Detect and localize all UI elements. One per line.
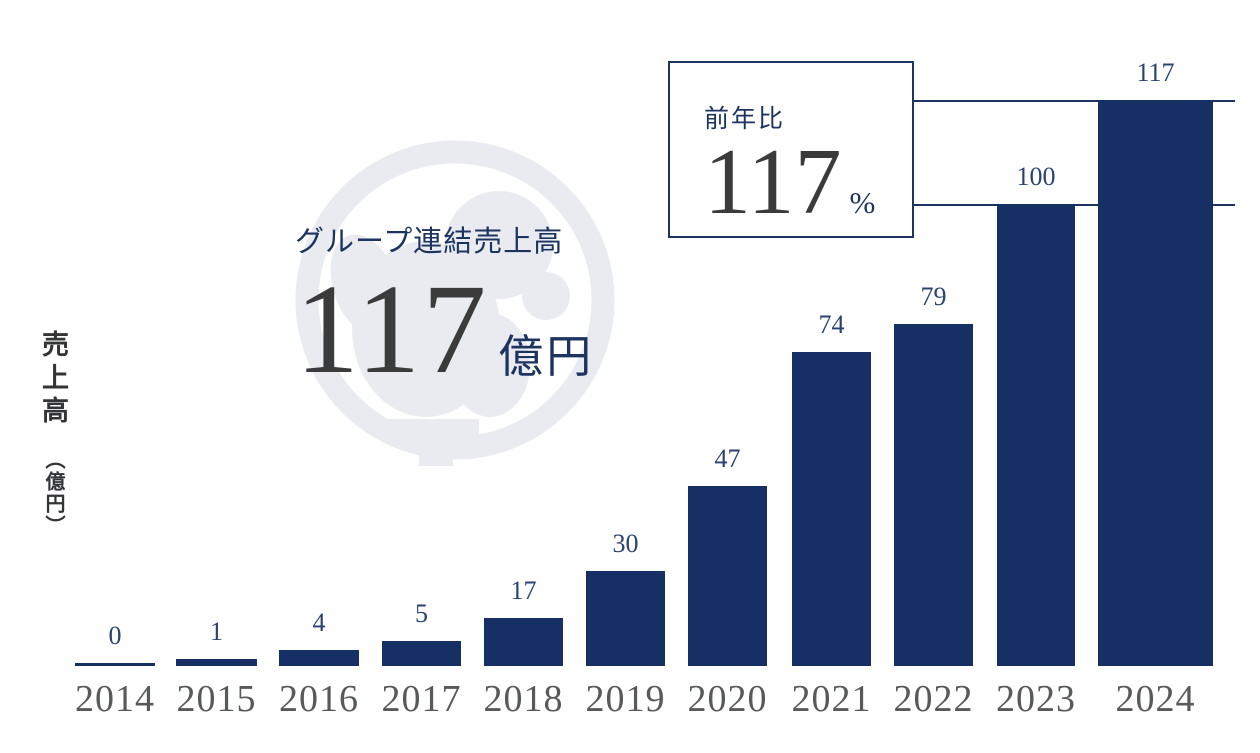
- yoy-callout-box: 前年比 117 %: [668, 61, 914, 238]
- bar-value-2016: 4: [312, 608, 326, 637]
- year-label-2014: 2014: [75, 678, 155, 720]
- reference-line-117: [913, 100, 1235, 102]
- headline-title: グループ連結売上高: [295, 226, 564, 258]
- y-axis-title: 売上高 （億円）: [34, 330, 73, 537]
- bar-2021: [792, 352, 871, 666]
- year-label-2020: 2020: [687, 678, 768, 720]
- headline-unit: 億円: [498, 332, 595, 382]
- bar-2023: [997, 204, 1075, 666]
- bar-2018: [484, 618, 563, 666]
- bar-value-2018: 17: [510, 576, 537, 605]
- bar-value-2020: 47: [714, 444, 741, 473]
- y-axis-title-unit: （億円）: [42, 449, 64, 538]
- bar-2019: [586, 571, 665, 666]
- headline-value: 117: [295, 258, 489, 400]
- bar-2017: [382, 641, 461, 666]
- bar-value-2017: 5: [415, 599, 428, 628]
- year-label-2017: 2017: [381, 678, 462, 720]
- bar-value-2015: 1: [210, 617, 223, 646]
- bar-value-2019: 30: [612, 529, 639, 558]
- yoy-unit: %: [849, 185, 876, 220]
- bar-value-2024: 117: [1136, 58, 1175, 87]
- bar-value-2022: 79: [920, 282, 947, 311]
- bar-2016: [279, 650, 359, 666]
- year-label-2021: 2021: [791, 678, 872, 720]
- y-axis-title-main: 売上高: [38, 330, 68, 429]
- year-label-2024: 2024: [1115, 678, 1196, 720]
- bar-2014: [75, 663, 155, 666]
- year-label-2018: 2018: [483, 678, 564, 720]
- bar-value-2023: 100: [1016, 162, 1056, 191]
- year-label-2022: 2022: [893, 678, 974, 720]
- year-label-2016: 2016: [279, 678, 359, 720]
- yoy-number-row: 117 %: [704, 130, 912, 234]
- year-label-2023: 2023: [996, 678, 1076, 720]
- bar-2022: [894, 324, 973, 666]
- bar-2020: [688, 486, 767, 666]
- bar-value-2021: 74: [818, 310, 845, 339]
- bar-value-2014: 0: [108, 621, 122, 650]
- yoy-label: 前年比: [704, 106, 786, 133]
- yoy-value: 117: [704, 130, 842, 234]
- year-label-2019: 2019: [585, 678, 666, 720]
- headline-number-row: 117 億円: [295, 258, 595, 400]
- year-label-2015: 2015: [176, 678, 257, 720]
- bar-2024: [1098, 100, 1213, 666]
- bar-2015: [176, 659, 257, 666]
- headline-overlay: グループ連結売上高 117 億円: [295, 218, 595, 396]
